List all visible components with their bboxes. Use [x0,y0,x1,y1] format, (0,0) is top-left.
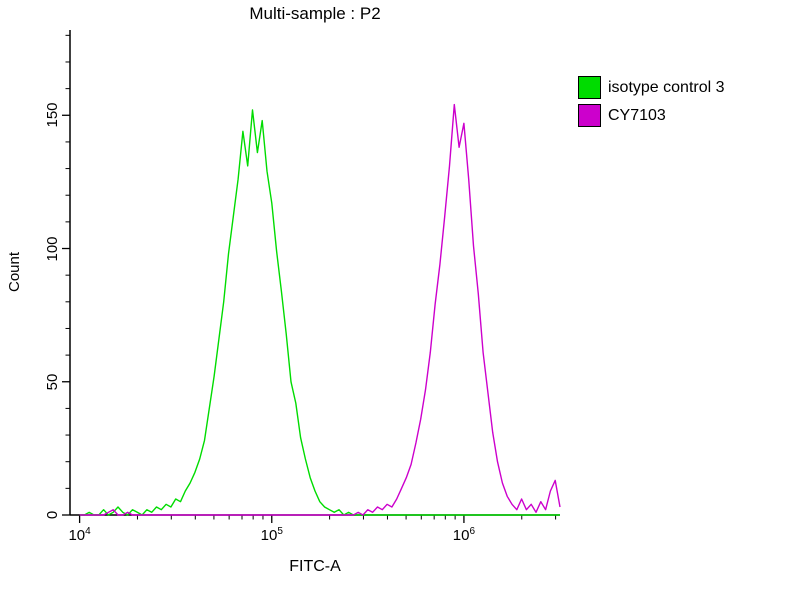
x-tick-label: 105 [260,526,283,544]
series-curve-isotype-control [79,109,560,516]
legend-swatch-magenta [578,104,601,127]
x-tick-label: 106 [452,526,476,544]
legend-label-cy7103: CY7103 [608,106,666,124]
legend-item-cy7103: CY7103 [578,104,725,127]
chart-title: Multi-sample : P2 [249,4,381,23]
series-curve-cy7103 [79,103,561,516]
y-tick-label: 100 [44,236,61,262]
y-tick-label: 150 [44,102,61,128]
x-tick-label: 104 [68,526,91,544]
y-axis-label: Count [6,251,23,293]
x-axis-label: FITC-A [289,558,341,575]
legend-swatch-green [578,76,601,99]
legend-item-isotype-control: isotype control 3 [578,76,725,99]
y-tick-label: 0 [44,510,61,520]
legend-label-isotype-control: isotype control 3 [608,78,725,96]
legend: isotype control 3 CY7103 [578,76,725,132]
y-tick-label: 50 [44,373,61,391]
